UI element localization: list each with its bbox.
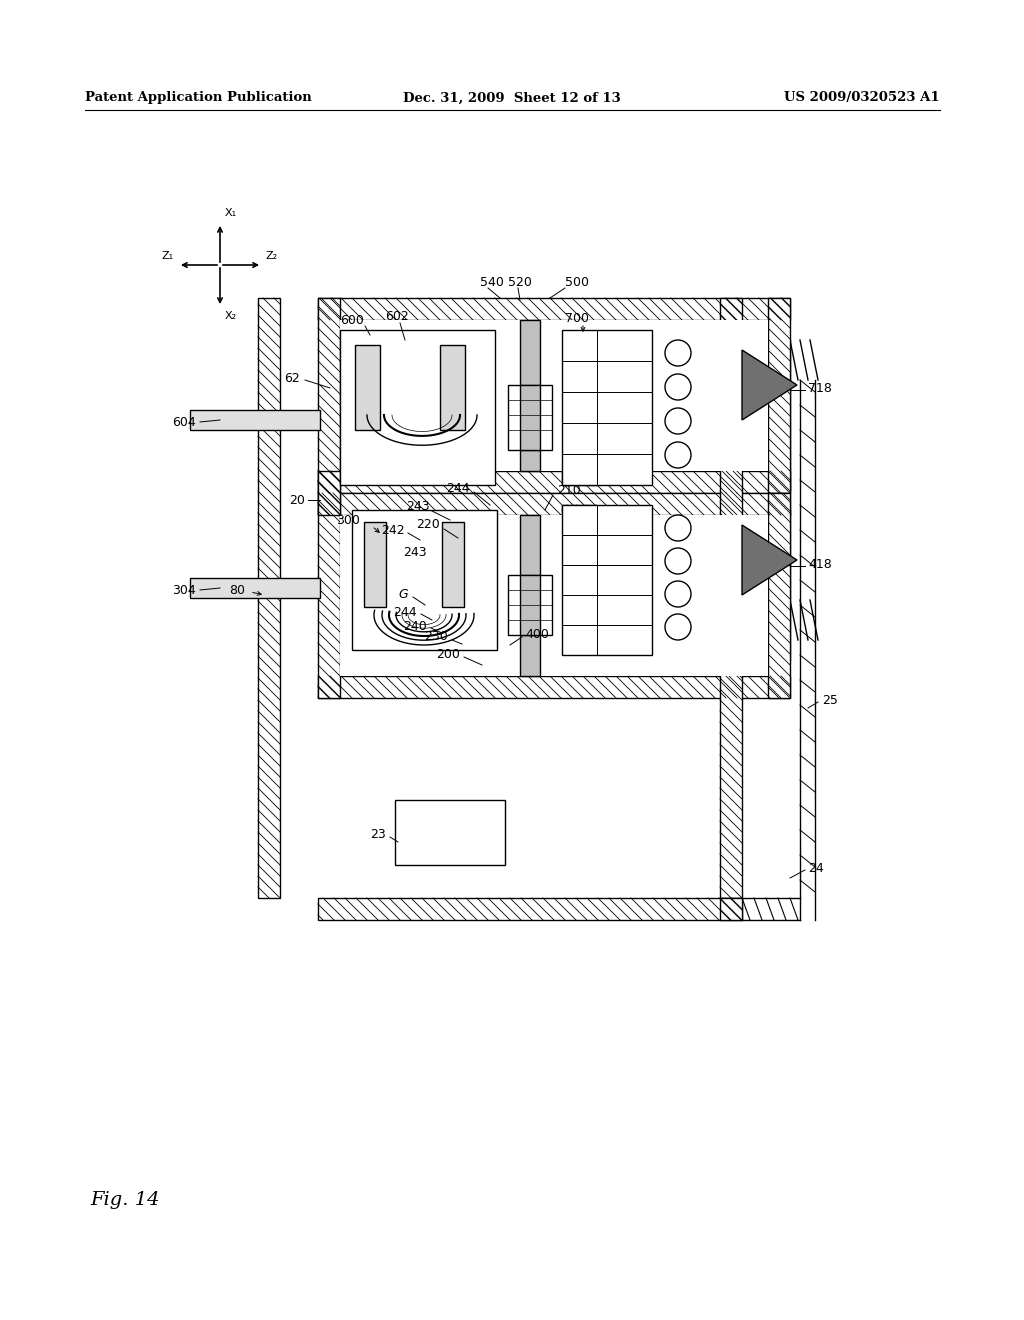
Bar: [340, 319, 768, 471]
Text: 244: 244: [446, 482, 470, 495]
Bar: [395, 800, 505, 865]
Bar: [258, 298, 280, 898]
Bar: [318, 298, 790, 319]
Text: 600: 600: [340, 314, 364, 326]
Circle shape: [665, 581, 691, 607]
Text: 540: 540: [480, 276, 504, 289]
Bar: [318, 492, 340, 698]
Text: 200: 200: [436, 648, 460, 660]
Bar: [520, 385, 540, 450]
Text: X₂: X₂: [225, 312, 238, 321]
Text: 242: 242: [381, 524, 406, 536]
Text: G: G: [398, 589, 408, 602]
Bar: [318, 471, 790, 492]
Text: 23: 23: [371, 829, 386, 842]
Circle shape: [665, 548, 691, 574]
Bar: [352, 510, 497, 649]
Bar: [440, 345, 465, 430]
Bar: [318, 492, 790, 515]
Bar: [720, 298, 742, 898]
Bar: [340, 515, 768, 676]
Bar: [318, 471, 340, 515]
Text: Fig. 14: Fig. 14: [90, 1191, 160, 1209]
Polygon shape: [742, 525, 797, 595]
Circle shape: [665, 408, 691, 434]
Bar: [508, 576, 552, 635]
Bar: [520, 319, 540, 471]
Text: 62: 62: [285, 371, 300, 384]
Text: US 2009/0320523 A1: US 2009/0320523 A1: [784, 91, 940, 104]
Text: 500: 500: [565, 276, 589, 289]
Bar: [562, 506, 652, 655]
Text: 210: 210: [557, 483, 581, 496]
Text: 520: 520: [508, 276, 531, 289]
Text: 25: 25: [822, 693, 838, 706]
Bar: [720, 898, 742, 920]
Bar: [562, 330, 597, 484]
Text: 418: 418: [808, 557, 831, 570]
Bar: [768, 492, 790, 698]
Text: Z₂: Z₂: [266, 251, 279, 261]
Bar: [190, 578, 319, 598]
Text: 80: 80: [229, 583, 245, 597]
Text: Z₁: Z₁: [162, 251, 174, 261]
Text: 304: 304: [172, 583, 196, 597]
Text: 400: 400: [525, 628, 549, 642]
Bar: [768, 298, 790, 492]
Text: 718: 718: [808, 381, 831, 395]
Text: 24: 24: [808, 862, 823, 874]
Text: 240: 240: [403, 619, 427, 632]
Circle shape: [665, 515, 691, 541]
Bar: [520, 576, 540, 635]
Text: 230: 230: [424, 631, 449, 644]
Bar: [318, 898, 742, 920]
Bar: [562, 506, 597, 655]
Text: 244: 244: [393, 606, 417, 619]
Text: X₁: X₁: [225, 209, 238, 218]
Circle shape: [665, 341, 691, 366]
Text: 300: 300: [336, 513, 360, 527]
Text: 20: 20: [289, 494, 305, 507]
Bar: [508, 385, 552, 450]
Text: 602: 602: [385, 310, 409, 323]
Polygon shape: [742, 350, 797, 420]
Text: 700: 700: [565, 312, 589, 325]
Bar: [562, 330, 652, 484]
Bar: [364, 521, 386, 607]
Bar: [442, 521, 464, 607]
Text: 604: 604: [172, 416, 196, 429]
Text: Dec. 31, 2009  Sheet 12 of 13: Dec. 31, 2009 Sheet 12 of 13: [403, 91, 621, 104]
Text: 220: 220: [416, 519, 440, 532]
Bar: [520, 515, 540, 676]
Bar: [318, 298, 340, 492]
Text: 243: 243: [407, 500, 430, 513]
Text: Patent Application Publication: Patent Application Publication: [85, 91, 311, 104]
Bar: [318, 676, 790, 698]
Circle shape: [665, 442, 691, 469]
Bar: [340, 330, 495, 484]
Bar: [190, 411, 319, 430]
Bar: [355, 345, 380, 430]
Circle shape: [665, 374, 691, 400]
Text: 243: 243: [403, 545, 427, 558]
Circle shape: [665, 614, 691, 640]
